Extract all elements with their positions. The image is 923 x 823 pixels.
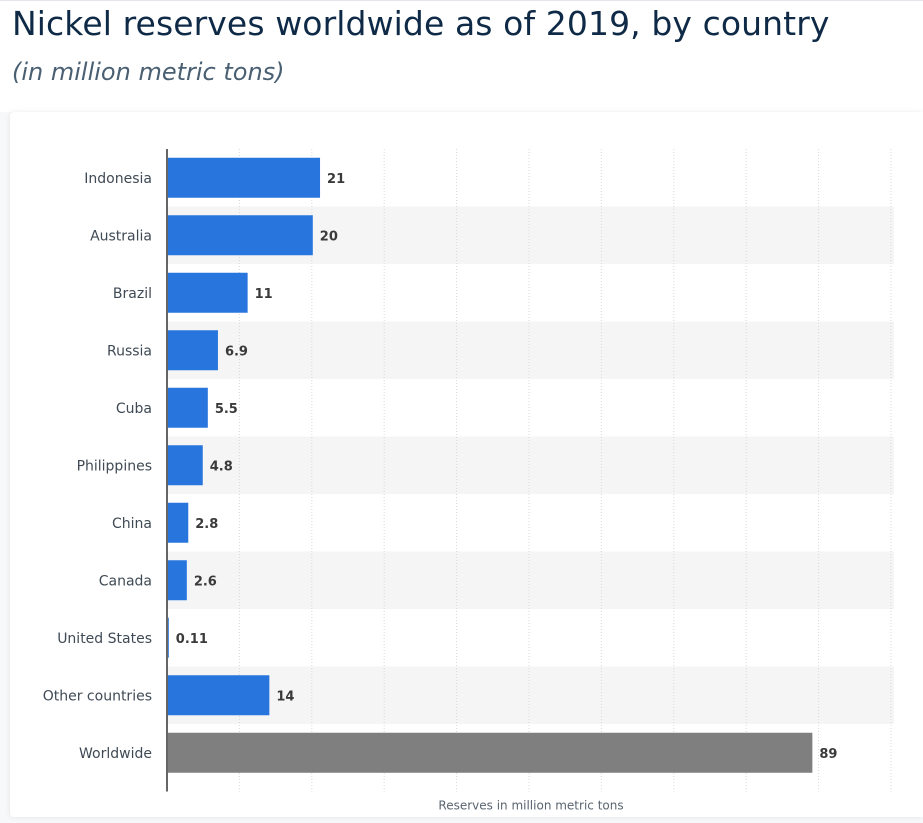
category-label: Philippines [77, 458, 152, 474]
category-label: Other countries [43, 688, 152, 704]
header: Nickel reserves worldwide as of 2019, by… [0, 0, 923, 112]
row-band [167, 551, 894, 609]
bar-chart: Indonesia Australia Brazil Russia Cuba Philip… [43, 149, 894, 813]
bar-canada [168, 560, 187, 601]
category-label: Brazil [113, 286, 152, 302]
bar-philippines [168, 445, 203, 486]
bar-russia [168, 330, 218, 371]
value-label: 2.6 [194, 574, 217, 589]
category-label: United States [57, 631, 152, 647]
category-label: Russia [107, 343, 152, 359]
page-subtitle: (in million metric tons) [12, 58, 285, 86]
page-title: Nickel reserves worldwide as of 2019, by… [12, 4, 830, 43]
category-label: Indonesia [84, 171, 152, 187]
bar-brazil [168, 272, 248, 313]
bar-cuba [168, 387, 208, 428]
value-label: 21 [327, 172, 345, 187]
category-label: Australia [90, 228, 152, 244]
value-label: 14 [276, 689, 294, 704]
value-label: 0.11 [176, 632, 208, 647]
category-label: Canada [99, 573, 152, 589]
bar-china [168, 502, 189, 543]
value-label: 5.5 [215, 402, 238, 417]
value-label: 11 [255, 287, 273, 302]
category-label: China [112, 516, 152, 532]
bars [168, 157, 813, 773]
row-bands [167, 206, 894, 724]
bar-worldwide [168, 732, 813, 773]
bar-indonesia [168, 157, 321, 198]
category-labels: Indonesia Australia Brazil Russia Cuba Philip… [43, 171, 152, 762]
bar-other-countries [168, 675, 270, 716]
x-axis-title: Reserves in million metric tons [438, 799, 623, 813]
row-band [167, 436, 894, 494]
category-label: Worldwide [79, 746, 152, 762]
value-labels: 21 20 11 6.9 5.5 4.8 2.8 2.6 0.11 14 89 [176, 172, 838, 762]
row-band [167, 666, 894, 724]
bar-united-states [168, 617, 169, 658]
category-label: Cuba [116, 401, 152, 417]
row-band [167, 321, 894, 379]
value-label: 89 [819, 747, 837, 762]
value-label: 6.9 [225, 344, 248, 359]
value-label: 20 [320, 229, 338, 244]
value-label: 4.8 [210, 459, 233, 474]
top-border [0, 0, 923, 1]
chart-card: Indonesia Australia Brazil Russia Cuba Philip… [10, 112, 923, 817]
value-label: 2.8 [195, 517, 218, 532]
bar-australia [168, 215, 313, 256]
gridlines [238, 149, 892, 792]
